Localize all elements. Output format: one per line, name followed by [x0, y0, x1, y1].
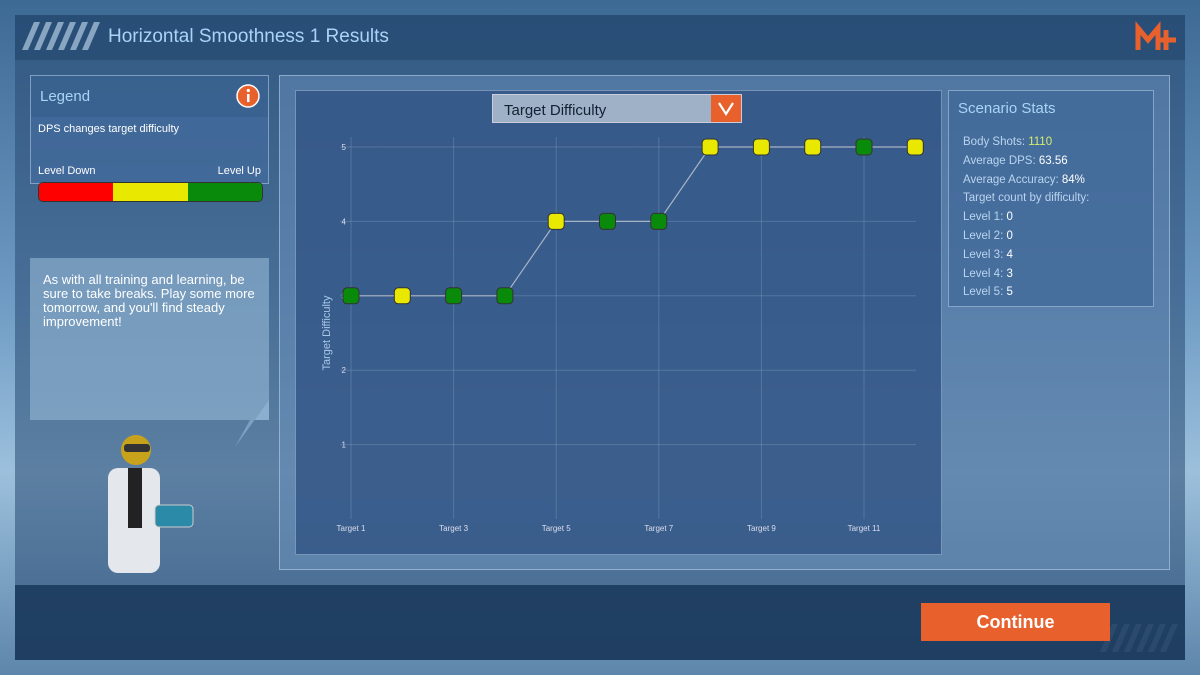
dropdown[interactable]: Target Difficulty — [492, 94, 742, 123]
chart-panel — [295, 90, 942, 555]
x-tick-label: Target 3 — [439, 524, 468, 533]
stat-label: Level 4: — [963, 267, 1004, 280]
stat-value: 5 — [1006, 286, 1013, 299]
stat-value: 3 — [1006, 267, 1013, 280]
legend-right-label: Level Up — [217, 165, 261, 177]
tip-bubble: As with all training and learning, be su… — [30, 258, 269, 420]
data-point — [393, 287, 411, 305]
x-tick-label: Target 7 — [644, 524, 673, 533]
legend-left-label: Level Down — [38, 165, 96, 177]
data-point — [701, 138, 719, 156]
legend-bar — [38, 182, 263, 202]
x-tick-label: Target 11 — [848, 524, 881, 533]
continue-button[interactable]: Continue — [921, 603, 1110, 641]
data-point — [752, 138, 770, 156]
x-tick-label: Target 1 — [337, 524, 366, 533]
legend-body: DPS changes target difficulty Level Down… — [31, 117, 268, 202]
character — [108, 435, 194, 573]
stat-label: Target count by difficulty: — [963, 192, 1090, 205]
legend-description: DPS changes target difficulty — [38, 123, 180, 135]
info-icon[interactable] — [31, 76, 270, 116]
stat-value: 0 — [1006, 229, 1013, 242]
stat-label: Average DPS: — [963, 154, 1036, 167]
data-point — [342, 287, 360, 305]
x-tick-label: Target 5 — [542, 524, 571, 533]
y-tick-label: 5 — [342, 143, 347, 152]
page-title: Horizontal Smoothness 1 Results — [108, 26, 389, 47]
legend-title: Legend — [40, 88, 91, 105]
stat-row: Level 5: 5 — [963, 283, 1089, 302]
y-tick-label: 1 — [342, 441, 347, 450]
stat-row: Level 4: 3 — [963, 265, 1089, 284]
data-line — [351, 146, 916, 297]
stats-panel: Scenario Stats Body Shots: 1110 Average D… — [948, 90, 1154, 307]
stat-value: 63.56 — [1038, 154, 1068, 167]
stat-row: Average DPS: 63.56 — [963, 152, 1089, 171]
stats-title: Scenario Stats — [958, 100, 1056, 117]
dropdown-label: Target Difficulty — [504, 102, 607, 119]
stat-row: Average Accuracy: 84% — [963, 171, 1089, 190]
y-tick-label: 4 — [342, 217, 347, 226]
data-point — [650, 212, 668, 230]
legend-swatch — [187, 183, 262, 201]
data-point — [547, 212, 565, 230]
data-point — [496, 287, 514, 305]
arrow-icon — [718, 102, 734, 117]
data-point — [599, 212, 616, 230]
tip-text: As with all training and learning, be su… — [43, 272, 255, 329]
stat-label: Body Shots: — [963, 136, 1026, 148]
legend-panel: Legend DPS changes target difficulty Lev… — [30, 75, 270, 202]
stat-row: Target count by difficulty: — [963, 189, 1089, 208]
header-bar — [15, 15, 1185, 60]
x-tick-label: Target 9 — [747, 524, 776, 533]
stat-row: Level 1: 0 — [963, 208, 1089, 227]
stat-row: Body Shots: 1110 — [963, 133, 1089, 152]
data-point — [804, 138, 822, 156]
data-point — [906, 138, 924, 156]
stat-label: Average Accuracy: — [963, 173, 1059, 186]
stat-row: Level 3: 4 — [963, 246, 1089, 265]
stat-label: Level 2: — [963, 229, 1004, 242]
legend-swatch — [113, 183, 188, 201]
data-point — [445, 287, 463, 305]
y-tick-label: 2 — [342, 366, 347, 375]
legend-swatch — [39, 183, 114, 201]
stat-value: 84% — [1061, 173, 1085, 186]
stat-label: Level 3: — [963, 248, 1004, 261]
stat-label: Level 5: — [963, 286, 1004, 299]
stat-value: 1110 — [1028, 136, 1053, 148]
data-point — [855, 138, 873, 156]
stat-value: 4 — [1006, 248, 1013, 261]
stats-rows: Body Shots: 1110 Average DPS: 63.56 Averag… — [963, 133, 1089, 302]
stat-label: Level 1: — [963, 211, 1004, 224]
y-axis-label: Target Difficulty — [321, 295, 333, 370]
stat-value: 0 — [1006, 211, 1013, 224]
dropdown-arrow — [711, 95, 741, 122]
stat-row: Level 2: 0 — [963, 227, 1089, 246]
